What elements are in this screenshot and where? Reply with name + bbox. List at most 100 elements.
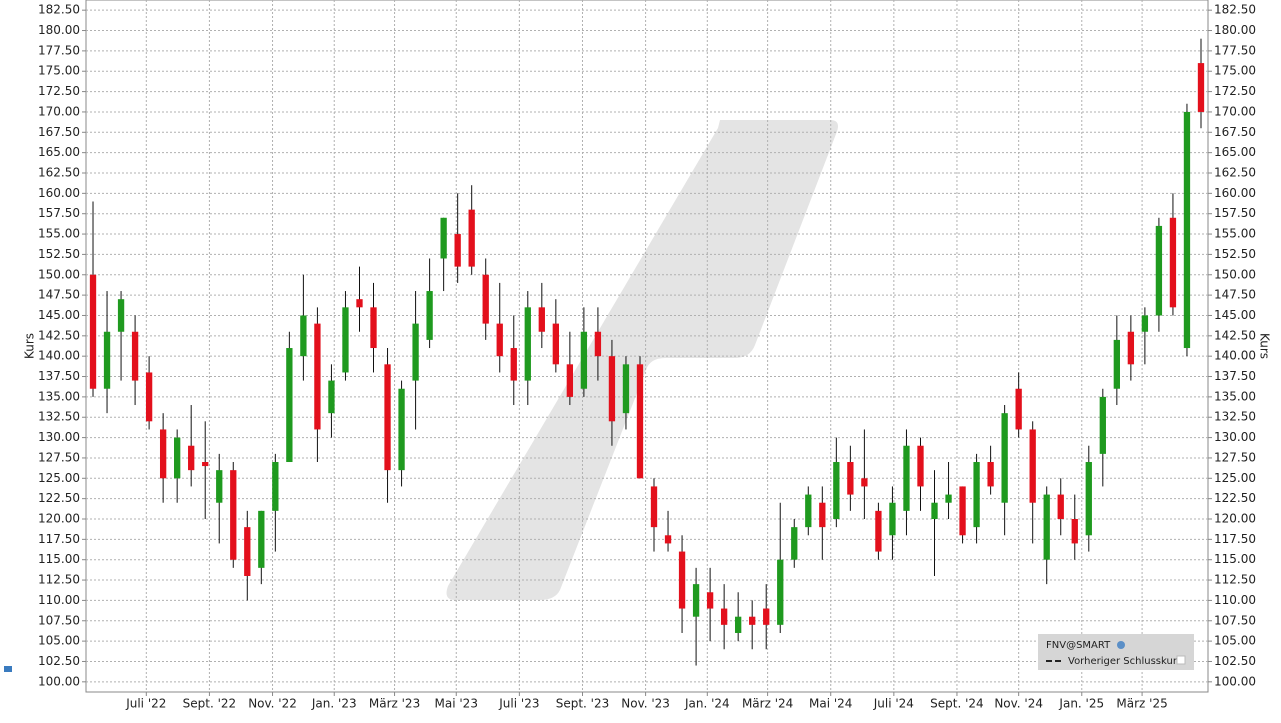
candle-body <box>706 592 714 609</box>
candle-body <box>566 364 574 397</box>
y-tick-label: 160.00 <box>38 186 80 200</box>
candle-body <box>552 323 559 365</box>
y-tick-label: 110.00 <box>38 593 80 607</box>
y2-tick-label: 107.50 <box>1214 613 1256 627</box>
y-tick-label: 147.50 <box>38 288 80 302</box>
x-tick-label: Juli '23 <box>498 697 539 711</box>
candle-body <box>777 559 784 625</box>
candle-body <box>1029 429 1036 503</box>
candle-body <box>300 315 307 357</box>
legend-checkbox[interactable] <box>1176 655 1186 665</box>
y2-tick-label: 102.50 <box>1214 654 1256 668</box>
y-tick-label: 157.50 <box>38 206 80 220</box>
candle-body <box>1085 462 1092 536</box>
y2-tick-label: 165.00 <box>1214 145 1256 159</box>
candle-body <box>664 535 672 544</box>
y-tick-label: 177.50 <box>38 43 80 57</box>
candle-body <box>636 364 644 479</box>
y2-tick-label: 115.00 <box>1214 552 1256 566</box>
y2-tick-label: 160.00 <box>1214 186 1256 200</box>
tool-icon[interactable] <box>4 666 12 672</box>
x-tick-label: Nov. '22 <box>248 697 297 711</box>
candles <box>89 38 1205 666</box>
y2-tick-label: 162.50 <box>1214 166 1256 180</box>
candle-body <box>1015 388 1022 430</box>
candle-body <box>678 551 686 609</box>
candle-body <box>314 323 321 430</box>
y-tick-label: 172.50 <box>38 84 80 98</box>
candle-body <box>1183 111 1191 349</box>
y2-tick-label: 100.00 <box>1214 674 1256 688</box>
candle-body <box>1141 315 1149 332</box>
x-tick-label: Sept. '24 <box>930 697 984 711</box>
candle-body <box>875 510 882 552</box>
candle-body <box>650 486 658 528</box>
y2-tick-label: 182.50 <box>1214 3 1256 17</box>
legend-title: FNV@SMART <box>1046 640 1111 651</box>
y2-tick-label: 172.50 <box>1214 84 1256 98</box>
y2-tick-label: 150.00 <box>1214 267 1256 281</box>
candle-body <box>258 510 265 568</box>
y-tick-label: 102.50 <box>38 654 80 668</box>
y2-tick-label: 105.00 <box>1214 634 1256 648</box>
candle-body <box>230 470 237 560</box>
candle-body <box>622 364 630 414</box>
y2-tick-label: 157.50 <box>1214 206 1256 220</box>
candle-body <box>398 388 405 471</box>
candle-body <box>931 502 938 519</box>
y-tick-label: 150.00 <box>38 267 80 281</box>
y-tick-label: 105.00 <box>38 634 80 648</box>
y2-axis-label: Kurs <box>1258 333 1272 359</box>
y2-tick-label: 142.50 <box>1214 328 1256 342</box>
candle-body <box>903 445 910 511</box>
y-tick-label: 122.50 <box>38 491 80 505</box>
y2-tick-label: 145.00 <box>1214 308 1256 322</box>
x-tick-label: Nov. '24 <box>994 697 1043 711</box>
y-tick-label: 152.50 <box>38 247 80 261</box>
candle-body <box>510 348 517 381</box>
candle-body <box>426 291 433 340</box>
y-tick-label: 117.50 <box>38 532 80 546</box>
candle-body <box>244 527 251 576</box>
y2-tick-label: 177.50 <box>1214 43 1256 57</box>
candle-body <box>608 356 616 422</box>
y2-tick-label: 147.50 <box>1214 288 1256 302</box>
candle-body <box>1169 217 1177 308</box>
candle-body <box>692 584 700 617</box>
x-tick-label: März '24 <box>742 697 793 711</box>
y-tick-label: 132.50 <box>38 410 80 424</box>
candle-body <box>861 478 868 487</box>
y2-tick-label: 110.00 <box>1214 593 1256 607</box>
x-tick-label: Juli '24 <box>873 697 914 711</box>
x-tick-label: Jan. '23 <box>311 697 357 711</box>
candle-body <box>987 462 994 487</box>
candle-body <box>131 331 139 381</box>
y2-tick-label: 117.50 <box>1214 532 1256 546</box>
x-tick-label: Sept. '23 <box>556 697 610 711</box>
candle-body <box>454 234 461 267</box>
candle-body <box>945 494 952 503</box>
x-tick-label: Jan. '25 <box>1058 697 1104 711</box>
y2-tick-label: 135.00 <box>1214 389 1256 403</box>
candle-body <box>188 445 195 471</box>
legend <box>1038 634 1194 670</box>
legend-entry: Vorheriger Schlusskurs <box>1068 656 1182 667</box>
candle-body <box>1043 494 1050 560</box>
grid <box>86 0 1208 692</box>
candle-body <box>1071 519 1078 544</box>
candle-body <box>440 217 447 259</box>
y2-tick-label: 155.00 <box>1214 227 1256 241</box>
y2-tick-label: 120.00 <box>1214 512 1256 526</box>
candle-body <box>216 470 223 503</box>
y-tick-label: 170.00 <box>38 104 80 118</box>
y2-tick-label: 132.50 <box>1214 410 1256 424</box>
candle-body <box>1155 225 1163 316</box>
y2-tick-label: 152.50 <box>1214 247 1256 261</box>
candle-body <box>889 502 896 536</box>
candle-body <box>833 462 840 519</box>
y2-tick-label: 112.50 <box>1214 573 1256 587</box>
candle-body <box>496 323 503 357</box>
candle-body <box>735 616 742 633</box>
candle-body <box>847 462 854 495</box>
candle-body <box>1197 63 1205 112</box>
